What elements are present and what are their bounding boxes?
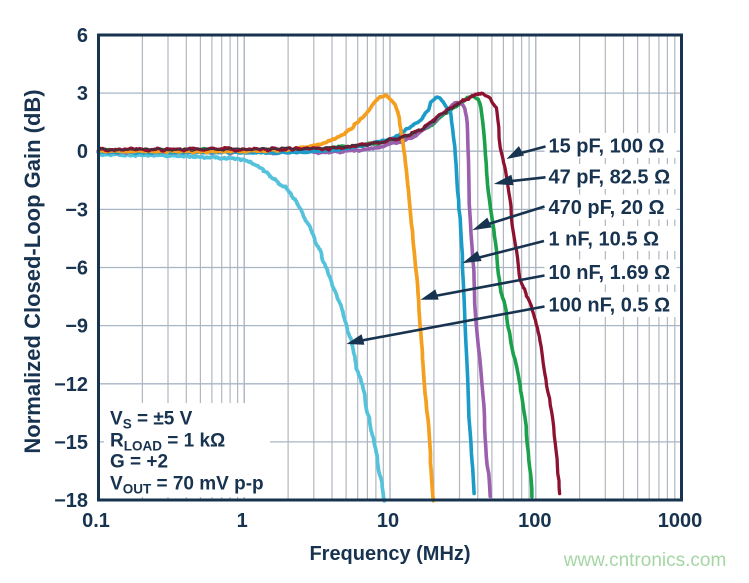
svg-text:G = +2: G = +2 [110, 452, 168, 473]
svg-text:Frequency (MHz): Frequency (MHz) [309, 543, 470, 565]
svg-text:−9: −9 [65, 316, 88, 338]
svg-text:100 nF, 0.5 Ω: 100 nF, 0.5 Ω [549, 295, 671, 317]
svg-text:−3: −3 [65, 199, 88, 221]
svg-text:1 nF, 10.5 Ω: 1 nF, 10.5 Ω [549, 229, 660, 251]
svg-text:100: 100 [518, 510, 551, 532]
svg-text:−12: −12 [54, 374, 88, 396]
svg-text:Normalized Closed-Loop Gain (d: Normalized Closed-Loop Gain (dB) [20, 89, 45, 453]
svg-text:47 pF, 82.5 Ω: 47 pF, 82.5 Ω [549, 167, 671, 189]
svg-text:3: 3 [77, 83, 88, 105]
svg-text:−6: −6 [65, 258, 88, 280]
svg-text:470 pF, 20 Ω: 470 pF, 20 Ω [549, 197, 665, 219]
svg-text:www.cntronics.com: www.cntronics.com [563, 550, 727, 571]
svg-text:1000: 1000 [658, 510, 703, 532]
svg-text:0.1: 0.1 [82, 510, 110, 532]
svg-text:10: 10 [377, 510, 399, 532]
svg-text:10 nF, 1.69 Ω: 10 nF, 1.69 Ω [549, 262, 671, 284]
svg-text:6: 6 [77, 25, 88, 47]
svg-text:VS = ±5 V: VS = ±5 V [110, 409, 193, 432]
svg-text:−18: −18 [54, 490, 88, 512]
svg-text:15 pF, 100 Ω: 15 pF, 100 Ω [549, 136, 665, 158]
svg-text:0: 0 [77, 141, 88, 163]
svg-text:−15: −15 [54, 432, 88, 454]
svg-text:1: 1 [237, 510, 248, 532]
svg-text:VOUT = 70 mV p-p: VOUT = 70 mV p-p [110, 474, 264, 497]
